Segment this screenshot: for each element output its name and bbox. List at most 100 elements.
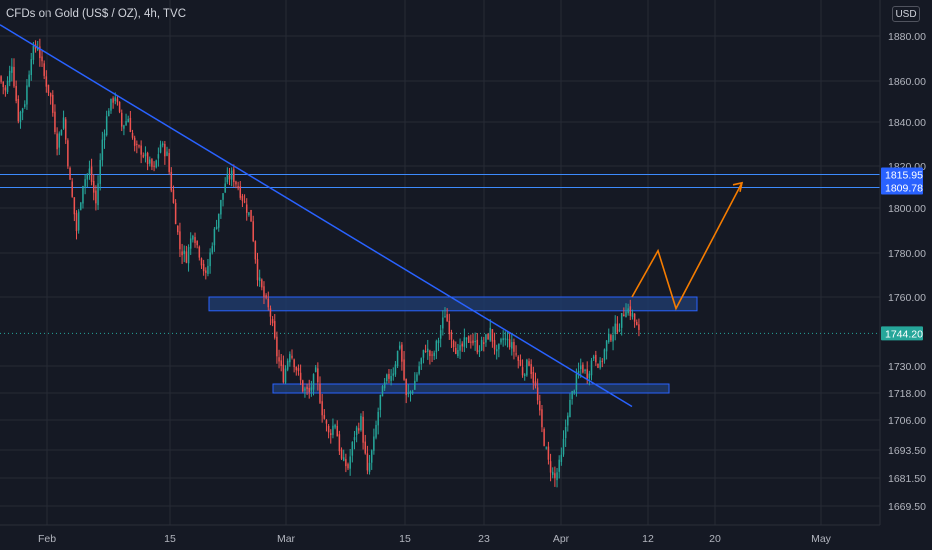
- currency-badge[interactable]: USD: [892, 6, 920, 22]
- candle-body: [595, 354, 597, 363]
- candle-body: [153, 165, 155, 167]
- grid: [0, 0, 880, 525]
- candle-body: [194, 237, 196, 243]
- candle-body: [506, 338, 509, 341]
- candle-body: [99, 159, 101, 184]
- candle-body: [504, 338, 507, 340]
- time-axis[interactable]: Feb 15 Mar 15 23 Apr 12 20 May: [0, 524, 880, 545]
- candle-body: [336, 425, 338, 437]
- candle-body: [338, 434, 341, 452]
- candle-body: [90, 166, 93, 182]
- candle-body: [539, 401, 541, 411]
- candle-body: [319, 383, 321, 403]
- candle-body: [120, 112, 123, 127]
- candle-body: [360, 415, 362, 431]
- candle-body: [11, 66, 13, 73]
- candle-body: [394, 364, 397, 375]
- candle-body: [252, 221, 254, 242]
- candle-body: [56, 133, 58, 150]
- price-axis[interactable]: 1880.001860.001840.001820.001800.001780.…: [879, 0, 926, 525]
- candle-body: [571, 391, 573, 399]
- candle-body: [299, 372, 302, 381]
- candle-body: [392, 373, 395, 376]
- candle-body: [567, 415, 569, 426]
- candle-body: [179, 231, 181, 250]
- candle-body: [19, 111, 22, 122]
- candle-body: [183, 250, 185, 255]
- y-tick-label: 1840.00: [888, 117, 926, 129]
- candle-body: [205, 270, 207, 273]
- candle-body: [592, 356, 595, 359]
- price-tag-label: 1815.95: [885, 170, 923, 182]
- candle-body: [439, 330, 442, 339]
- candle-body: [556, 472, 558, 481]
- candle-body: [459, 345, 461, 351]
- candle-body: [491, 329, 494, 342]
- candle-body: [157, 154, 160, 159]
- candle-body: [28, 74, 30, 87]
- candle-body: [603, 349, 606, 361]
- candle-body: [442, 317, 444, 329]
- candle-body: [411, 391, 414, 393]
- candle-body: [43, 63, 45, 76]
- candle-body: [330, 433, 332, 435]
- candle-body: [187, 247, 190, 264]
- level-price-tag: [881, 167, 923, 182]
- candle-body: [105, 116, 108, 136]
- candle-body: [97, 183, 99, 206]
- candle-body: [58, 133, 61, 148]
- candle-body: [235, 181, 237, 185]
- candle-body: [513, 341, 515, 352]
- candle-body: [534, 381, 537, 387]
- x-tick-label: Feb: [38, 533, 56, 545]
- candle-body: [416, 374, 418, 381]
- candle-body: [429, 350, 431, 357]
- candle-body: [590, 360, 593, 376]
- candle-body: [13, 66, 15, 87]
- candle-body: [407, 392, 410, 395]
- candle-body: [4, 87, 7, 91]
- candle-body: [230, 170, 233, 180]
- candle-body: [86, 174, 89, 180]
- candle-body: [526, 359, 528, 376]
- candle-body: [575, 374, 578, 390]
- candle-body: [489, 327, 491, 341]
- candle-body: [342, 457, 345, 461]
- candle-body: [237, 186, 239, 189]
- support-zone: [272, 383, 670, 394]
- candle-body: [239, 186, 242, 198]
- candle-body: [174, 202, 177, 225]
- candle-body: [245, 204, 248, 213]
- candle-body: [530, 364, 532, 375]
- y-tick-label: 1760.00: [888, 292, 926, 304]
- candle-body: [211, 246, 214, 253]
- candle-body: [310, 387, 313, 391]
- candle-body: [284, 368, 287, 383]
- candle-body: [388, 373, 390, 379]
- candle-body: [364, 441, 367, 454]
- candle-body: [455, 347, 457, 354]
- candle-body: [564, 426, 567, 439]
- candle-body: [579, 365, 582, 370]
- candle-body: [118, 101, 121, 112]
- candle-body: [15, 86, 17, 101]
- candle-body: [166, 151, 168, 156]
- y-tick-label: 1800.00: [888, 203, 926, 215]
- candle-body: [291, 355, 293, 358]
- candle-body: [69, 167, 71, 180]
- candle-body: [483, 342, 485, 344]
- candle-body: [151, 159, 153, 167]
- candle-body: [149, 159, 151, 164]
- candle-body: [349, 456, 351, 469]
- candle-body: [383, 382, 386, 389]
- candle-body: [551, 471, 554, 475]
- candle-body: [368, 462, 371, 472]
- candle-body: [554, 473, 556, 479]
- candle-body: [39, 46, 41, 59]
- candle-body: [401, 344, 403, 362]
- candle-body: [88, 168, 91, 175]
- candle-body: [304, 388, 306, 391]
- candle-body: [493, 340, 496, 350]
- candle-body: [202, 263, 205, 272]
